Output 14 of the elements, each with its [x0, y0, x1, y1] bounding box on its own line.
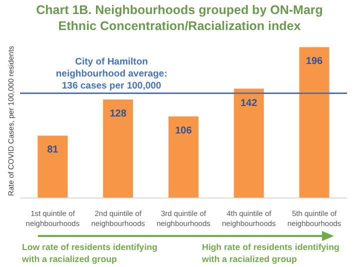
- bar: [299, 47, 330, 198]
- bar: [103, 99, 134, 198]
- text: Low rate of residents identifying with a racialized group: [22, 241, 158, 265]
- bar: [168, 116, 198, 198]
- data-label: 196: [306, 56, 324, 68]
- data-label: 128: [110, 108, 127, 120]
- text: High rate of residents identifying with a racialized group: [202, 241, 340, 265]
- data-label: 142: [240, 98, 258, 109]
- data-label: 81: [47, 144, 59, 156]
- bar: [234, 88, 264, 198]
- chart-title: Chart 1B. Neighbourhoods grouped by ON-Marg Ethnic Concentration/Racialization index: [35, 2, 324, 34]
- data-label: 106: [175, 125, 192, 136]
- bar: [38, 136, 68, 198]
- ref-line-label: City of Hamilton neighbourhood average: 136 cases per 100,000: [56, 56, 168, 92]
